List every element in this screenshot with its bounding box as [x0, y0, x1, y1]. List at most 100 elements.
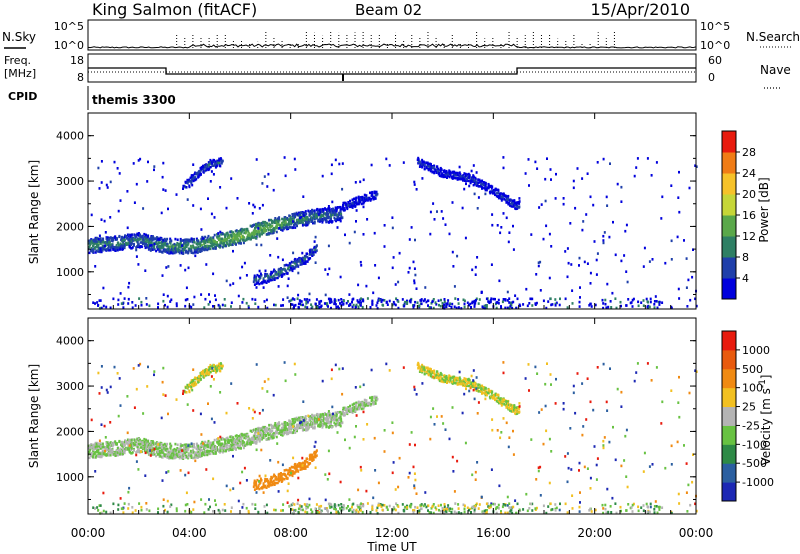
scatter-cell [458, 177, 461, 181]
scatter-cell [186, 198, 189, 201]
scatter-cell [589, 271, 592, 275]
scatter-cell [413, 279, 416, 282]
scatter-cell [278, 479, 281, 483]
scatter-cell [643, 246, 646, 250]
scatter-cell [98, 234, 101, 238]
scatter-cell [119, 452, 122, 456]
scatter-cell [97, 449, 100, 452]
scatter-cell [380, 300, 383, 303]
scatter-cell [463, 299, 466, 303]
scatter-cell [211, 160, 214, 163]
scatter-cell [211, 162, 214, 165]
scatter-cell [184, 246, 187, 250]
scatter-cell [394, 303, 397, 307]
scatter-cell [123, 246, 126, 250]
scatter-cell [206, 163, 208, 167]
scatter-cell [153, 451, 156, 454]
scatter-cell [232, 241, 235, 244]
scatter-cell [646, 305, 649, 309]
scatter-cell [207, 234, 210, 238]
scatter-cell [166, 244, 169, 248]
scatter-cell [445, 305, 448, 309]
scatter-cell [642, 265, 645, 268]
scatter-cell [585, 213, 588, 216]
scatter-cell [510, 199, 513, 202]
scatter-cell [236, 240, 239, 244]
scatter-cell [494, 187, 497, 191]
scatter-cell [166, 242, 169, 246]
scatter-cell [197, 239, 200, 243]
scatter-cell [179, 450, 182, 454]
scatter-cell [258, 436, 260, 439]
scatter-cell [452, 174, 455, 178]
scatter-cell [257, 281, 260, 285]
scatter-cell [211, 164, 214, 167]
scatter-cell [209, 158, 212, 162]
scatter-cell [245, 231, 248, 234]
scatter-cell [290, 465, 293, 469]
scatter-cell [99, 447, 102, 450]
scatter-cell [143, 449, 146, 453]
scatter-cell [255, 278, 257, 282]
scatter-cell [312, 426, 314, 430]
scatter-cell [609, 300, 612, 303]
scatter-cell [183, 184, 186, 188]
scatter-cell [349, 302, 352, 306]
scatter-cell [166, 447, 169, 451]
scatter-cell [194, 381, 197, 384]
scatter-cell [334, 158, 337, 162]
scatter-cell [291, 297, 294, 300]
scatter-cell [199, 250, 202, 253]
scatter-cell [329, 424, 332, 428]
scatter-cell [122, 242, 125, 246]
scatter-cell [175, 250, 178, 254]
scatter-cell [272, 188, 275, 192]
scatter-cell [112, 441, 115, 445]
scatter-cell [627, 298, 630, 301]
scatter-cell [578, 264, 580, 267]
scatter-cell [268, 481, 271, 484]
scatter-cell [188, 239, 191, 243]
scatter-cell [212, 236, 215, 239]
scatter-cell [500, 197, 503, 200]
scatter-cell [205, 373, 208, 377]
scatter-cell [190, 386, 193, 390]
scatter-cell [469, 181, 472, 185]
scatter-cell [351, 305, 354, 309]
scatter-cell [358, 198, 361, 202]
scatter-cell [244, 239, 247, 242]
scatter-cell [259, 481, 262, 484]
scatter-cell [163, 242, 166, 245]
scatter-cell [183, 248, 186, 251]
scatter-cell [209, 241, 212, 245]
scatter-cell [292, 418, 295, 421]
scatter-cell [294, 259, 297, 263]
scatter-cell [270, 275, 273, 279]
scatter-cell [90, 452, 93, 455]
scatter-cell [328, 208, 331, 212]
scatter-cell [223, 298, 226, 301]
scatter-cell [126, 233, 129, 237]
scatter-cell [155, 242, 158, 246]
scatter-cell [136, 445, 139, 449]
scatter-cell [270, 423, 272, 427]
scatter-cell [129, 438, 132, 442]
scatter-cell [177, 452, 180, 455]
scatter-cell [269, 433, 272, 436]
scatter-cell [544, 199, 547, 203]
scatter-cell [209, 366, 212, 369]
scatter-cell [183, 242, 186, 245]
scatter-cell [454, 176, 457, 180]
scatter-cell [192, 246, 195, 249]
scatter-cell [351, 198, 354, 201]
scatter-cell [252, 232, 255, 235]
scatter-cell [157, 238, 160, 241]
scatter-cell [526, 304, 529, 308]
scatter-cell [470, 176, 473, 180]
scatter-cell [566, 247, 569, 250]
scatter-cell [544, 177, 547, 181]
scatter-cell [140, 300, 143, 304]
scatter-cell [181, 251, 183, 255]
scatter-cell [146, 180, 149, 183]
scatter-cell [194, 376, 197, 380]
